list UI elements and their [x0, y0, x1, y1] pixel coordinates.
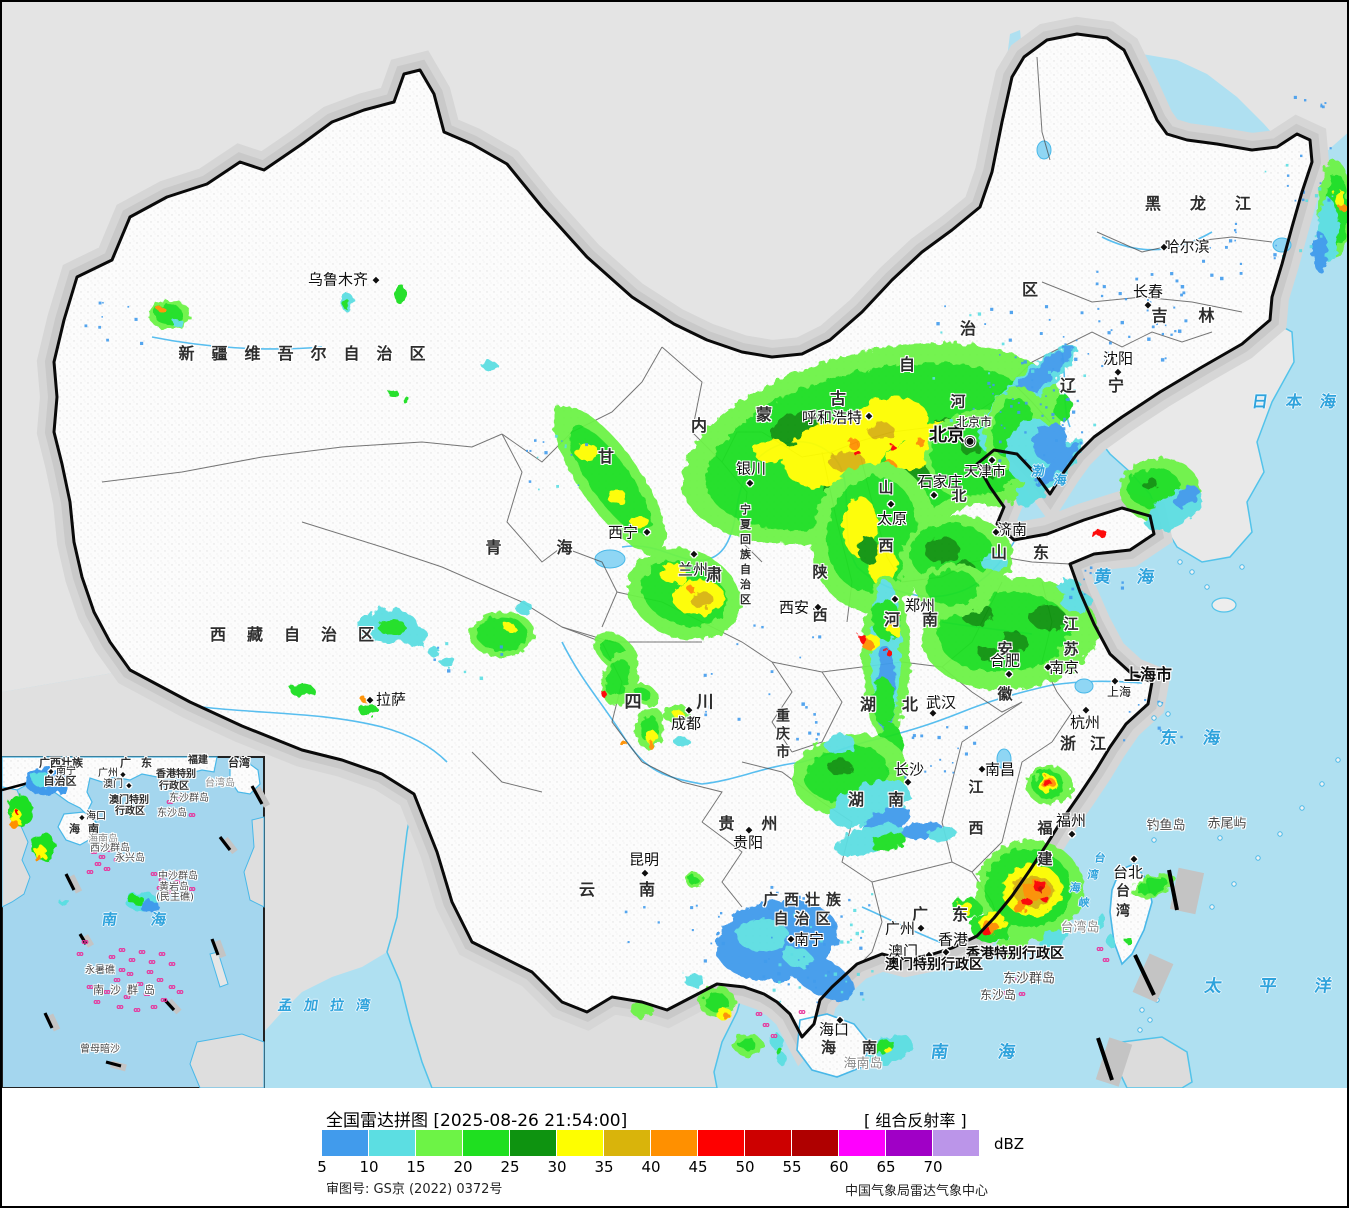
- radar-echo-layer: [149, 160, 1347, 1065]
- legend-tick: 40: [641, 1158, 661, 1176]
- south-china-sea-inset: [2, 756, 271, 1088]
- legend-tick: 45: [688, 1158, 708, 1176]
- legend-swatch-30: [557, 1130, 604, 1156]
- legend-swatch-65: [886, 1130, 933, 1156]
- sea-boundary-dashes: [1095, 867, 1205, 1087]
- legend-tick: 50: [735, 1158, 755, 1176]
- legend-swatch-70: [933, 1130, 980, 1156]
- legend-tick: 55: [782, 1158, 802, 1176]
- china-radar-map: [2, 2, 1347, 1088]
- legend-unit: dBZ: [994, 1135, 1025, 1153]
- legend-colorbar: [322, 1130, 980, 1156]
- radar-speckle-layer: [32, 95, 1334, 1004]
- map-title: 全国雷达拼图 [2025-08-26 21:54:00]: [326, 1111, 628, 1131]
- legend-tick: 65: [876, 1158, 896, 1176]
- island-marks: [755, 947, 1110, 1038]
- legend-swatch-55: [792, 1130, 839, 1156]
- legend-swatch-50: [745, 1130, 792, 1156]
- legend-tick-values: 5 10 15 20 25 30 35 40 45 50 55 60 65 70: [317, 1158, 1022, 1176]
- legend-swatch-45: [698, 1130, 745, 1156]
- hainan-island: [796, 1013, 871, 1078]
- inset-echoes: [8, 768, 160, 913]
- legend-tick: 25: [500, 1158, 520, 1176]
- legend-tick: 70: [923, 1158, 943, 1176]
- approval-number: 审图号: GS京 (2022) 0372号: [326, 1182, 503, 1197]
- legend-tick: 10: [359, 1158, 379, 1176]
- legend-tick: 35: [594, 1158, 614, 1176]
- legend-bar: 全国雷达拼图 [2025-08-26 21:54:00] [ 组合反射率 ] 5…: [2, 1088, 1347, 1206]
- legend-swatch-25: [510, 1130, 557, 1156]
- legend-tick: 20: [453, 1158, 473, 1176]
- legend-tick: 15: [406, 1158, 426, 1176]
- legend-tick: 60: [829, 1158, 849, 1176]
- legend-swatch-20: [463, 1130, 510, 1156]
- inset-island-marks: [76, 797, 196, 1012]
- legend-tick: 30: [547, 1158, 567, 1176]
- credit: 中国气象局雷达气象中心: [845, 1184, 989, 1199]
- islets: [1137, 559, 1341, 1033]
- legend-swatch-60: [839, 1130, 886, 1156]
- legend-swatch-40: [651, 1130, 698, 1156]
- product-name: [ 组合反射率 ]: [864, 1111, 967, 1130]
- legend-swatch-10: [369, 1130, 416, 1156]
- legend-swatch-35: [604, 1130, 651, 1156]
- legend-swatch-5: [322, 1130, 369, 1156]
- legend-swatch-15: [416, 1130, 463, 1156]
- legend-tick: 5: [317, 1158, 327, 1176]
